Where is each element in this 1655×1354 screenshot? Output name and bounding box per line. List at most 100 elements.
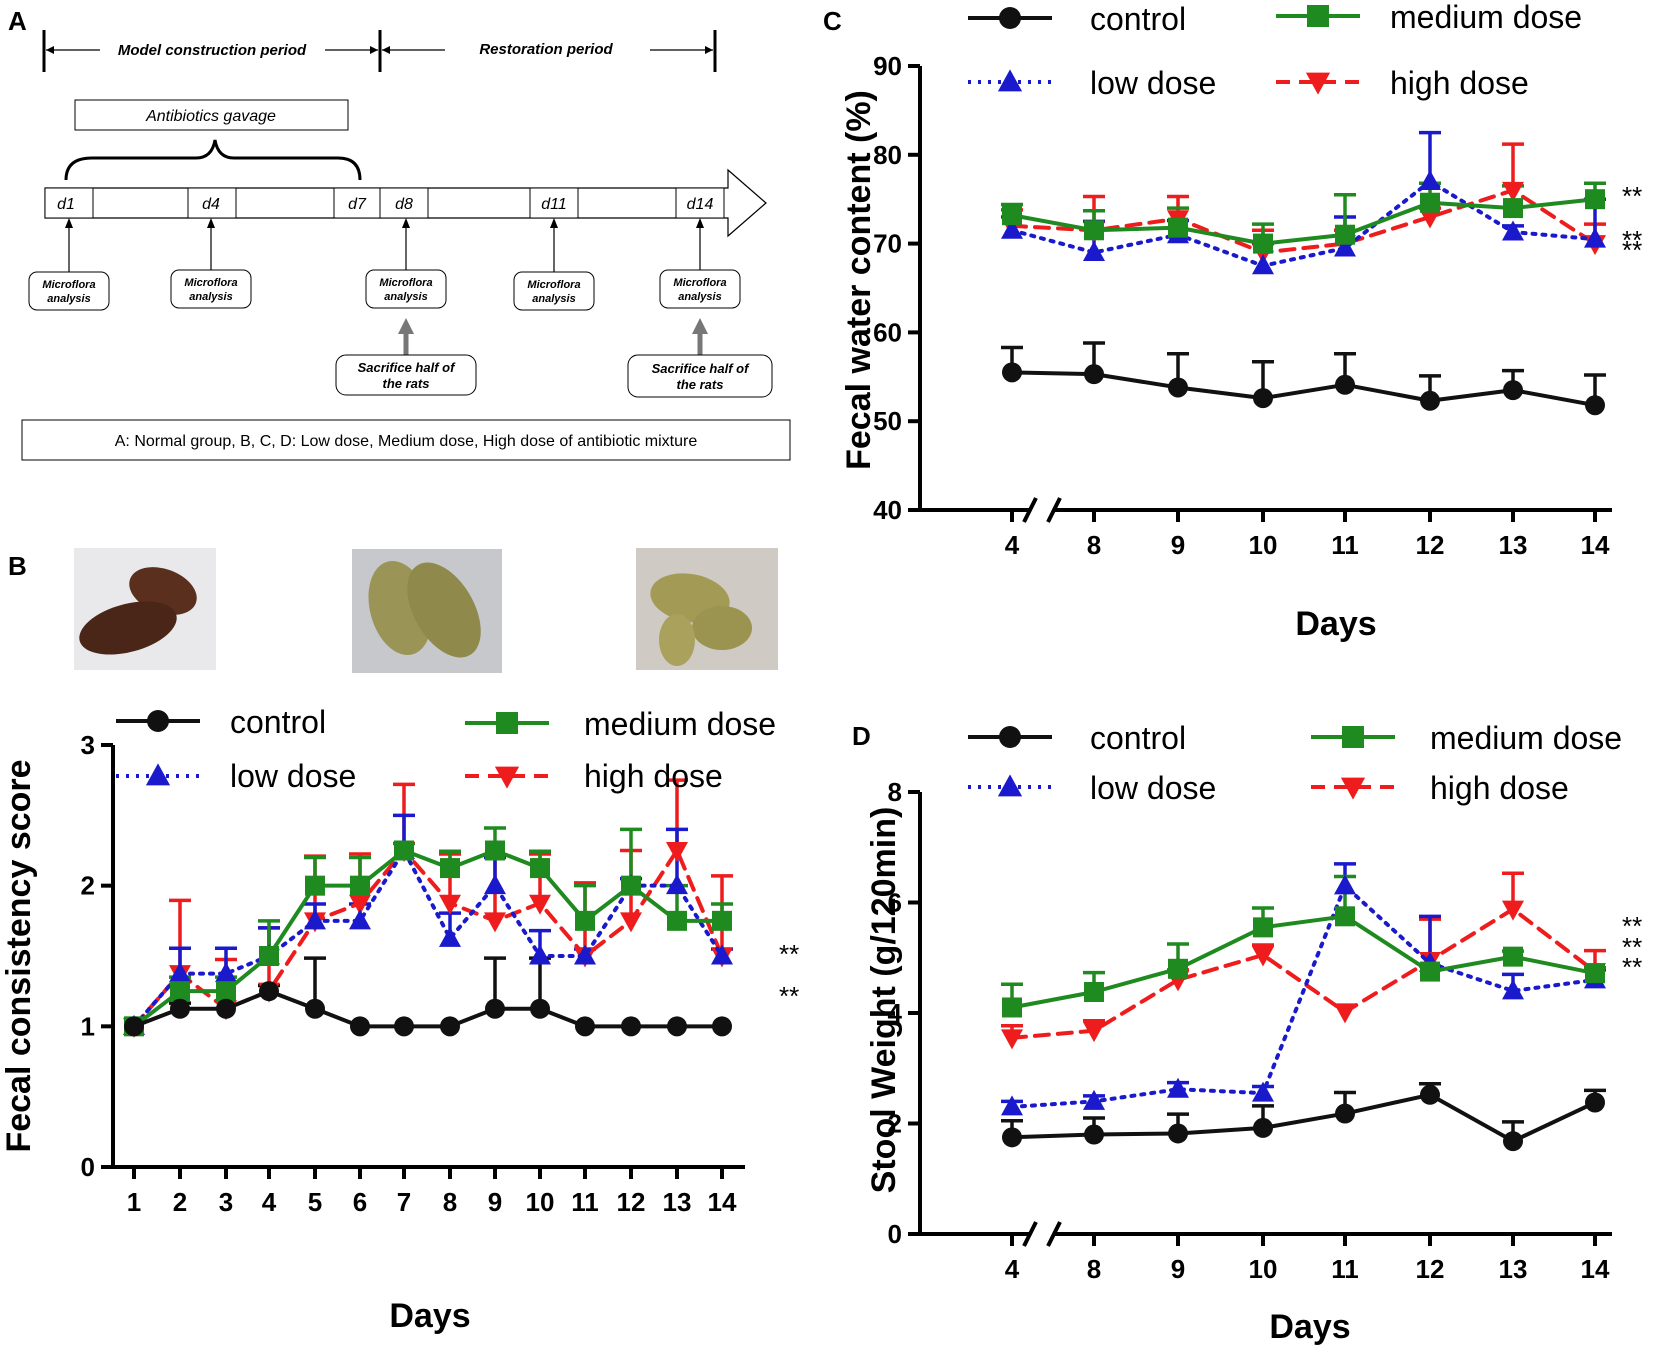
x-tick-label: 10	[1249, 1254, 1278, 1284]
panel-letter-a: A	[8, 6, 27, 36]
low-marker	[1502, 979, 1524, 1000]
day-box	[44, 187, 94, 219]
control-marker	[999, 726, 1021, 748]
day-box	[187, 187, 237, 219]
groups-note: A: Normal group, B, C, D: Low dose, Medi…	[115, 433, 698, 450]
high-marker	[494, 766, 520, 789]
x-tick-label: 3	[219, 1187, 233, 1217]
control-marker	[1002, 1127, 1022, 1148]
day-label-d14: d14	[687, 196, 714, 213]
control-marker	[1335, 374, 1355, 395]
medium-marker	[1168, 217, 1188, 238]
x-tick-label: 13	[1499, 530, 1528, 560]
day-label-d8: d8	[395, 196, 413, 213]
medium-marker	[259, 946, 279, 966]
day-label-d11: d11	[541, 196, 567, 213]
low-series-line	[1010, 883, 1597, 1109]
x-tick-label: 9	[1171, 530, 1185, 560]
x-tick-label: 1	[127, 1187, 141, 1217]
medium-marker	[496, 712, 518, 734]
low-marker	[1334, 236, 1356, 257]
microflora-line1: Microflora	[673, 277, 726, 289]
control-marker	[575, 1016, 595, 1037]
legend-medium-label: medium dose	[584, 706, 776, 742]
grey-arrowhead	[692, 318, 708, 334]
control-marker	[440, 1016, 460, 1037]
significance-mark: **	[1622, 911, 1642, 941]
gavage-label: Antibiotics gavage	[145, 108, 276, 125]
legend-high-label: high dose	[1390, 65, 1529, 101]
control-marker	[394, 1016, 414, 1037]
microflora-line1: Microflora	[379, 277, 432, 289]
panel-letter-c: C	[823, 6, 842, 36]
x-axis-title: Days	[1295, 605, 1376, 643]
microflora-box	[659, 269, 741, 309]
y-tick-label: 3	[81, 730, 95, 760]
pellet	[692, 606, 752, 650]
control-marker	[350, 1016, 370, 1037]
low-marker	[1334, 874, 1356, 895]
up-arrowhead	[696, 218, 704, 228]
x-tick-label: 6	[353, 1187, 367, 1217]
x-tick-label: 8	[1087, 1254, 1101, 1284]
legend-low-label: low dose	[230, 758, 356, 794]
control-marker	[1084, 364, 1104, 385]
medium-marker	[1503, 946, 1523, 967]
day-box	[379, 187, 429, 219]
up-arrowhead	[65, 218, 73, 228]
day-boxes	[44, 187, 725, 219]
sacrifice-line2: the rats	[383, 376, 430, 391]
significance-mark: **	[1622, 225, 1642, 255]
control-marker	[124, 1016, 144, 1037]
control-marker	[1503, 380, 1523, 401]
low-series-line	[132, 848, 724, 1029]
control-marker	[147, 710, 169, 732]
medium-series-line	[1010, 914, 1597, 1010]
medium-marker	[1585, 189, 1605, 210]
legend-low-label: low dose	[1090, 770, 1216, 806]
low-marker	[1252, 1081, 1274, 1102]
medium-marker	[440, 858, 460, 879]
microflora-line2: analysis	[384, 291, 427, 303]
low-marker	[711, 944, 733, 965]
medium-marker	[485, 840, 505, 861]
y-tick-label: 40	[873, 495, 902, 525]
y-tick-label: 80	[873, 140, 902, 170]
period-arrowhead	[46, 46, 54, 54]
microflora-line1: Microflora	[42, 279, 95, 291]
day-box	[529, 187, 579, 219]
y-tick-label: 1	[81, 1011, 95, 1041]
control-marker	[216, 998, 236, 1019]
low-marker	[1419, 169, 1441, 190]
control-marker	[1168, 377, 1188, 398]
medium-marker	[1342, 726, 1364, 748]
medium-marker	[1002, 205, 1022, 226]
period-arrowhead	[705, 46, 713, 54]
low-series-line	[1010, 179, 1597, 268]
significance-mark: **	[779, 981, 799, 1011]
pellet	[659, 614, 695, 666]
low-marker	[1001, 1095, 1023, 1116]
x-tick-label: 14	[708, 1187, 737, 1217]
legend-control-label: control	[1090, 720, 1186, 756]
x-tick-label: 4	[1005, 530, 1020, 560]
x-tick-label: 10	[526, 1187, 555, 1217]
period-arrowhead	[370, 46, 378, 54]
medium-marker	[1335, 906, 1355, 927]
day-label-d1: d1	[57, 196, 75, 213]
y-tick-label: 50	[873, 406, 902, 436]
loose-feces-photo	[352, 549, 502, 673]
control-marker	[305, 998, 325, 1019]
x-tick-label: 9	[1171, 1254, 1185, 1284]
low-marker	[484, 874, 506, 895]
medium-marker	[394, 840, 414, 861]
high-marker	[1083, 1022, 1105, 1043]
high-marker	[1001, 1029, 1023, 1050]
low-marker	[215, 962, 237, 983]
low-marker	[574, 944, 596, 965]
medium-marker	[170, 981, 190, 1002]
high-marker	[349, 894, 371, 915]
significance-mark: **	[779, 939, 799, 969]
